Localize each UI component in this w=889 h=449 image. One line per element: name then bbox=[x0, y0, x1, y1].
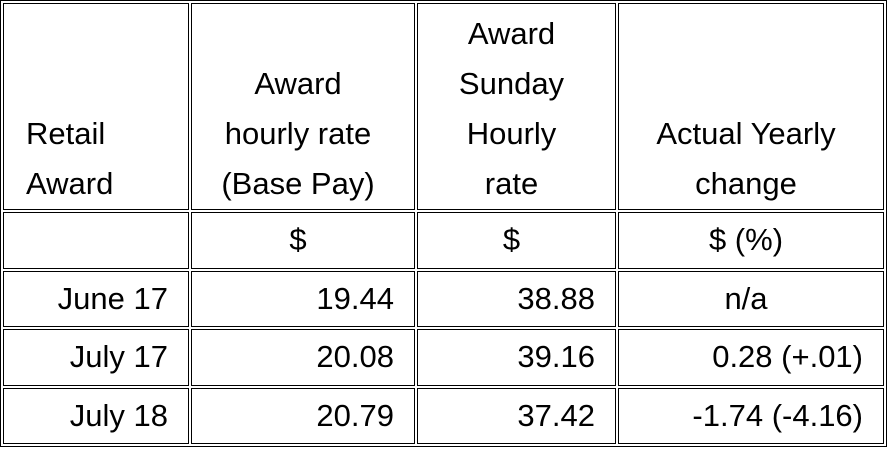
data-cell: 19.44 bbox=[191, 270, 415, 328]
data-cell: 37.42 bbox=[417, 387, 616, 444]
data-cell: n/a bbox=[618, 270, 884, 328]
header-cell: Retail Award bbox=[3, 3, 189, 211]
header-text: Actual Yearly bbox=[656, 116, 836, 152]
unit-cell: $ (%) bbox=[618, 212, 884, 269]
header-text: Sunday bbox=[458, 66, 565, 102]
header-text: hourly rate bbox=[224, 116, 372, 152]
header-row: Retail Award Award hourly rate (Base Pay) Awa… bbox=[3, 3, 884, 211]
data-cell: 39.16 bbox=[417, 329, 616, 386]
data-cell: 0.28 (+.01) bbox=[618, 329, 884, 386]
data-cell: 38.88 bbox=[417, 270, 616, 328]
empty-cell bbox=[3, 212, 189, 269]
header-cell: Actual Yearly change bbox=[618, 3, 884, 211]
data-cell: 20.08 bbox=[191, 329, 415, 386]
row-label: July 17 bbox=[3, 329, 189, 386]
header-text: Hourly bbox=[466, 116, 557, 152]
unit-cell: $ bbox=[417, 212, 616, 269]
header-cell: Award hourly rate (Base Pay) bbox=[191, 3, 415, 211]
row-label: June 17 bbox=[3, 270, 189, 328]
units-row: $ $ $ (%) bbox=[3, 212, 884, 269]
header-text: Award bbox=[254, 66, 342, 102]
header-text: Award bbox=[26, 166, 114, 202]
unit-cell: $ bbox=[191, 212, 415, 269]
data-row: July 17 20.08 39.16 0.28 (+.01) bbox=[3, 329, 884, 386]
data-cell: 20.79 bbox=[191, 387, 415, 444]
row-label: July 18 bbox=[3, 387, 189, 444]
header-text: (Base Pay) bbox=[221, 166, 375, 202]
data-row: July 18 20.79 37.42 -1.74 (-4.16) bbox=[3, 387, 884, 444]
data-cell: -1.74 (-4.16) bbox=[618, 387, 884, 444]
header-text: rate bbox=[484, 166, 539, 202]
header-text: Award bbox=[467, 16, 556, 52]
table-body: Retail Award Award hourly rate (Base Pay) Awa… bbox=[3, 3, 884, 444]
header-text: change bbox=[695, 166, 797, 202]
header-text: Retail bbox=[26, 116, 106, 152]
header-cell: Award Sunday Hourly rate bbox=[417, 3, 616, 211]
data-row: June 17 19.44 38.88 n/a bbox=[3, 270, 884, 328]
